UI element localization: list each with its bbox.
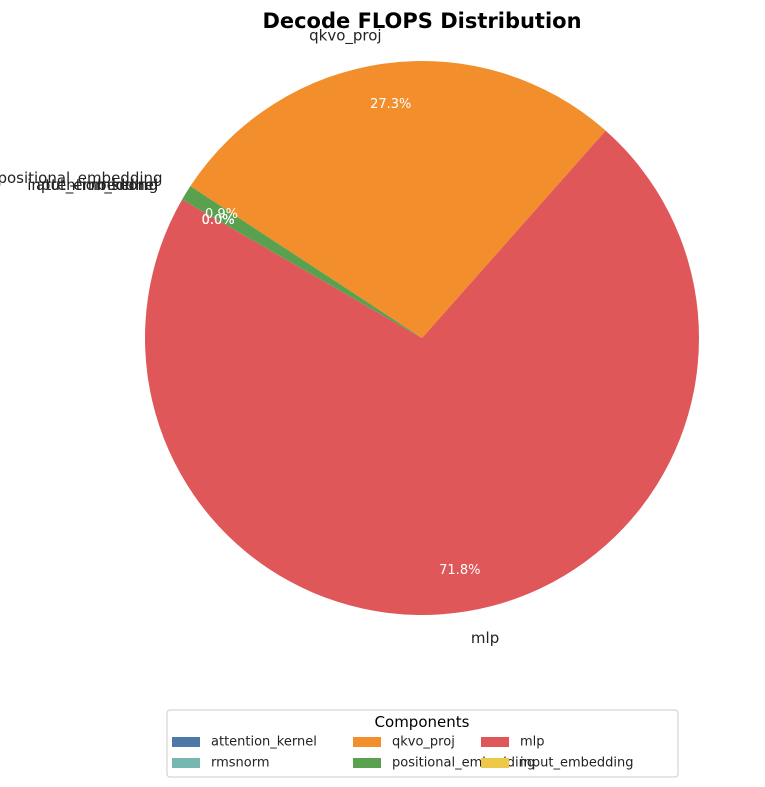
pie-slice-qkvo-proj: [190, 61, 606, 338]
slice-percent-labels: 71.8%27.3%0.9%0.0%0.0%0.0%: [202, 97, 481, 578]
pie-slices: [144, 61, 699, 615]
slice-label-positional-embedding: positional_embedding: [0, 169, 163, 188]
legend-title: Components: [375, 713, 470, 731]
pie-slice-mlp: [144, 130, 699, 615]
legend-swatch-positional-embedding: [353, 758, 381, 768]
slice-label-mlp: mlp: [471, 629, 499, 647]
legend-label-qkvo-proj: qkvo_proj: [392, 735, 455, 750]
slice-label-input-embedding: input_embedding: [27, 176, 158, 195]
pie-slice-positional-embedding: [182, 186, 422, 338]
legend-label-mlp: mlp: [520, 735, 545, 750]
legend-swatch-input-embedding: [481, 758, 509, 768]
slice-label-qkvo-proj: qkvo_proj: [309, 26, 381, 45]
slice-percent-attention-kernel: 0.0%: [202, 213, 235, 228]
legend-label-rmsnorm: rmsnorm: [211, 756, 270, 771]
legend-frame: [166, 709, 679, 778]
legend-label-positional-embedding: positional_embedding: [392, 756, 535, 771]
slice-labels: mlp qkvo_proj positional_embeddingattentio…: [0, 26, 499, 647]
legend-label-input-embedding: input_embedding: [520, 756, 633, 771]
slice-label-rmsnorm: rmsnorm: [91, 176, 159, 194]
slice-percent-input-embedding: 0.0%: [202, 213, 235, 228]
slice-label-attention-kernel: attention_kernel: [36, 176, 158, 195]
chart-title: Decode FLOPS Distribution: [262, 9, 581, 33]
legend: Components attention_kernel qkvo_proj mlp r…: [166, 709, 679, 778]
legend-entries: attention_kernel qkvo_proj mlp rmsnorm posit…: [172, 735, 633, 771]
legend-swatch-qkvo-proj: [353, 737, 381, 747]
legend-label-attention-kernel: attention_kernel: [211, 735, 317, 750]
slice-percent-qkvo-proj: 27.3%: [370, 97, 411, 112]
slice-percent-positional-embedding: 0.9%: [205, 207, 238, 222]
legend-swatch-attention-kernel: [172, 737, 200, 747]
legend-swatch-mlp: [481, 737, 509, 747]
legend-swatch-rmsnorm: [172, 758, 200, 768]
slice-percent-mlp: 71.8%: [439, 563, 480, 578]
slice-percent-rmsnorm: 0.0%: [202, 213, 235, 228]
